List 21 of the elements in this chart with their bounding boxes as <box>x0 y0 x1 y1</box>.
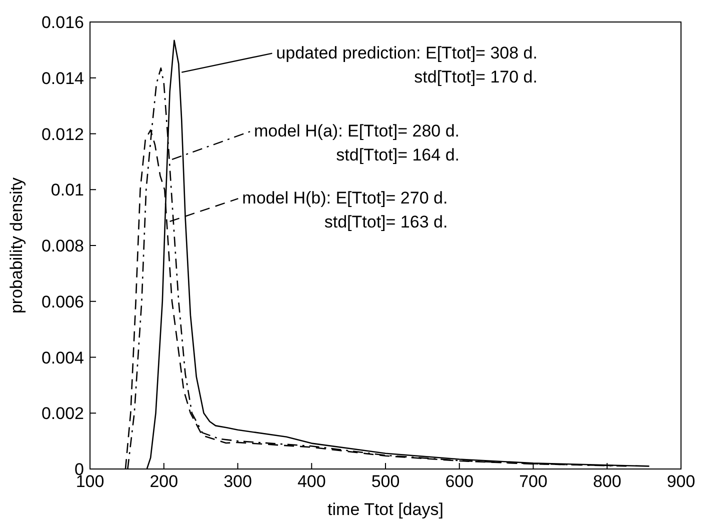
annotation: model H(a): E[Ttot]= 280 d. std[Ttot]= 164 d. <box>254 122 460 165</box>
y-tick-label: 0.014 <box>41 68 84 88</box>
y-tick-label: 0.006 <box>41 292 84 312</box>
y-tick-label: 0.002 <box>41 404 84 424</box>
x-tick-label: 700 <box>519 472 548 492</box>
annotation: model H(b): E[Ttot]= 270 d. std[Ttot]= 163 d. <box>242 188 448 232</box>
x-tick-label: 300 <box>224 472 252 492</box>
y-tick-label: 0.016 <box>41 13 84 32</box>
annotation: updated prediction: E[Ttot]= 308 d. std[Ttot]= 170 d. <box>276 43 538 86</box>
y-tick-label: 0.004 <box>41 348 84 368</box>
x-tick-label: 600 <box>445 472 474 492</box>
x-tick-label: 400 <box>297 472 326 492</box>
x-tick-label: 800 <box>592 472 622 492</box>
x-tick-label: 500 <box>371 472 400 492</box>
y-axis-title: probability density <box>7 176 26 314</box>
y-tick-label: 0.012 <box>41 124 84 144</box>
y-tick-label: 0.01 <box>50 180 84 200</box>
y-tick-label: 0.008 <box>41 236 84 256</box>
x-tick-label: 200 <box>150 472 178 492</box>
x-tick-label: 900 <box>666 472 696 492</box>
x-axis-title: time Ttot [days] <box>328 500 444 519</box>
